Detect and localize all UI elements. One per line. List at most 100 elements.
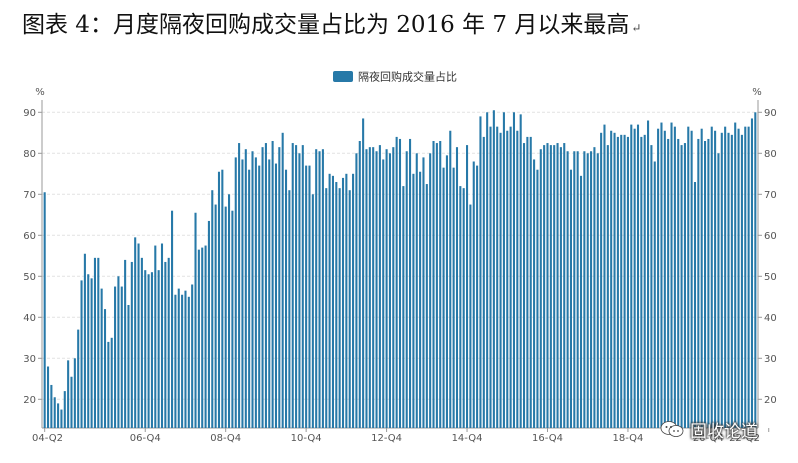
- bar: [328, 173, 331, 428]
- bar: [278, 147, 281, 428]
- bar: [368, 147, 371, 428]
- bar: [606, 145, 609, 428]
- x-tick-label: 18-Q4: [612, 433, 643, 444]
- x-tick-label: 14-Q4: [452, 433, 483, 444]
- bar: [693, 182, 697, 428]
- bar: [704, 141, 707, 428]
- watermark-text: 固收论道: [690, 421, 758, 442]
- bar: [402, 186, 405, 428]
- bar: [382, 159, 385, 428]
- bar: [97, 257, 100, 428]
- bar: [590, 151, 593, 428]
- x-tick-label: 22-Q2: [729, 433, 760, 444]
- bar: [228, 194, 231, 428]
- bar: [184, 290, 187, 428]
- bar: [70, 376, 73, 428]
- bar: [177, 288, 180, 428]
- bar: [288, 190, 291, 428]
- bar: [492, 110, 495, 428]
- caption-text: 图表 4：月度隔夜回购成交量占比为 2016 年 7 月以来最高: [22, 12, 630, 38]
- bar: [405, 151, 408, 428]
- bar: [415, 153, 418, 429]
- bar: [224, 206, 227, 428]
- bar: [516, 130, 519, 428]
- bar: [650, 145, 653, 428]
- y-tick-label-right: 90: [764, 108, 777, 119]
- y-tick-label-right: 60: [764, 231, 777, 242]
- bar: [543, 145, 546, 428]
- bar: [502, 112, 505, 429]
- bar: [412, 173, 415, 428]
- bar: [697, 138, 700, 428]
- bar: [429, 153, 432, 429]
- bar: [305, 165, 308, 428]
- bar: [425, 184, 428, 428]
- bar: [435, 143, 438, 429]
- bar: [43, 192, 46, 428]
- y-tick-label-right: 30: [764, 354, 777, 365]
- legend-swatch: [333, 71, 353, 82]
- bar: [462, 188, 465, 428]
- bar: [455, 147, 459, 428]
- bar: [331, 175, 334, 428]
- bar: [385, 149, 388, 428]
- bar: [46, 366, 50, 428]
- bar: [291, 143, 294, 429]
- bar: [194, 212, 197, 428]
- bar: [506, 130, 509, 428]
- y-tick-label-left: 40: [23, 313, 36, 324]
- x-tick-label: 06-Q4: [130, 433, 161, 444]
- bar: [281, 132, 284, 429]
- legend: 隔夜回购成交量占比: [333, 70, 457, 84]
- bar: [395, 136, 398, 428]
- bar: [593, 147, 596, 428]
- x-tick-label: 12-Q4: [371, 433, 402, 444]
- bar: [147, 274, 150, 428]
- y-tick-label-right: 20: [764, 395, 777, 406]
- bar: [100, 288, 103, 428]
- bar: [241, 159, 244, 428]
- bar: [57, 403, 60, 428]
- bar: [740, 134, 743, 428]
- bar: [308, 165, 311, 428]
- bar: [526, 136, 529, 428]
- bar: [67, 360, 70, 428]
- bar: [647, 120, 650, 428]
- bar: [620, 134, 623, 428]
- bar: [114, 286, 117, 428]
- bar: [375, 151, 378, 428]
- bar: [157, 270, 160, 428]
- bar: [469, 204, 472, 428]
- bar: [254, 157, 257, 428]
- bar: [107, 341, 110, 428]
- bar: [566, 151, 569, 428]
- bar: [610, 130, 613, 428]
- x-tick-label: 16-Q4: [532, 433, 563, 444]
- bar: [734, 122, 737, 429]
- bar: [211, 190, 214, 428]
- legend-label: 隔夜回购成交量占比: [358, 70, 457, 84]
- bar: [124, 259, 127, 428]
- bar: [482, 136, 485, 428]
- bar: [730, 134, 733, 428]
- bar: [110, 337, 113, 428]
- bar: [539, 149, 542, 428]
- y-unit-left: %: [35, 87, 45, 98]
- bar: [533, 159, 536, 428]
- bar: [83, 253, 86, 428]
- bar: [663, 130, 666, 428]
- bar: [432, 141, 435, 428]
- bar: [573, 151, 576, 428]
- bar: [150, 272, 153, 428]
- bar: [677, 138, 680, 428]
- bar: [623, 134, 626, 428]
- bar: [137, 243, 140, 428]
- bar: [750, 118, 754, 428]
- bar: [549, 145, 552, 428]
- bar: [569, 169, 572, 428]
- bar: [556, 143, 559, 429]
- y-tick-label-left: 20: [23, 395, 36, 406]
- bar-series: [43, 110, 757, 429]
- bar: [197, 249, 200, 428]
- bar: [613, 132, 616, 429]
